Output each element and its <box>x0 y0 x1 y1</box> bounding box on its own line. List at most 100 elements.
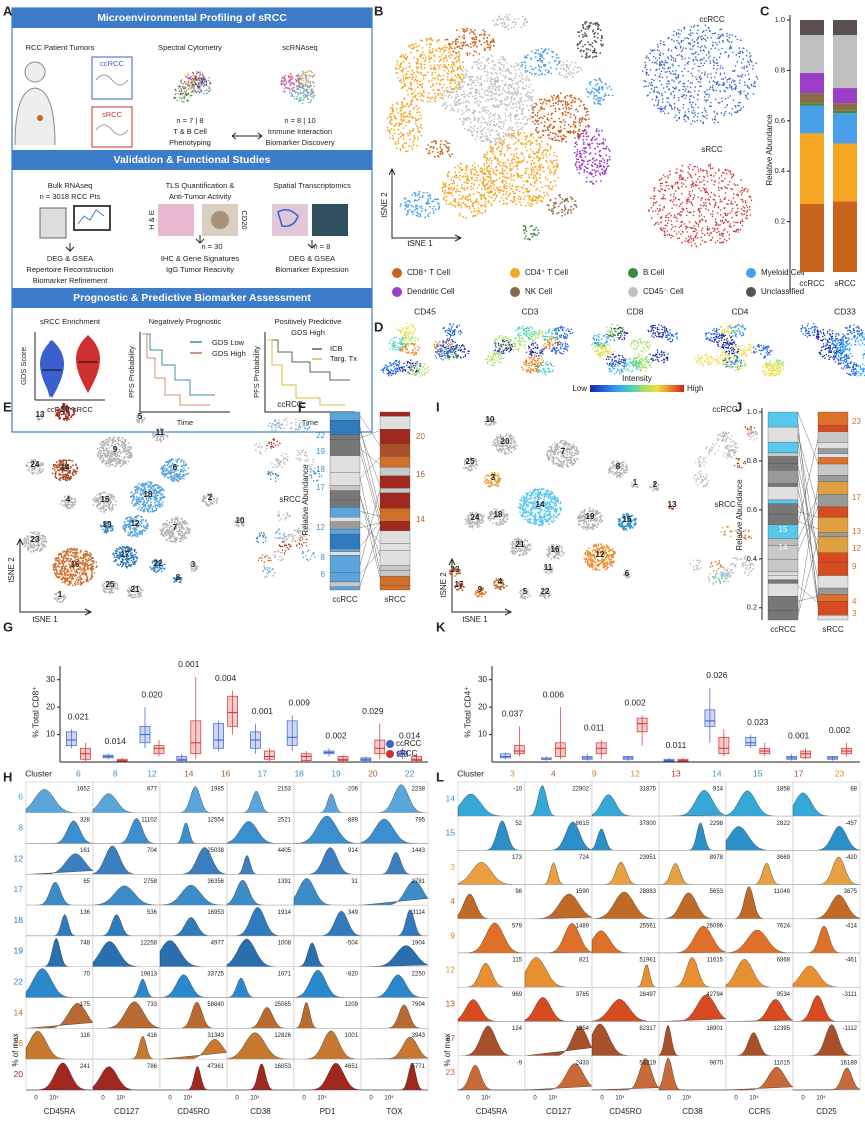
tsne-points <box>722 354 743 368</box>
cell <box>457 815 526 851</box>
connector <box>359 431 381 486</box>
mfi-value: 1001 <box>345 1033 359 1039</box>
x-tick-label: 8 <box>113 768 118 778</box>
panel-a-text: T & B Cell <box>173 127 207 136</box>
panel-letter: L <box>436 769 444 784</box>
abundance-segment <box>379 456 411 468</box>
cluster-label: 13 <box>668 500 677 509</box>
abundance-segment <box>329 490 361 501</box>
mfi-value: 536 <box>147 910 158 916</box>
panel-a-text: GDS High <box>212 349 246 358</box>
legend-dot <box>510 287 520 297</box>
mfi-value: 22802 <box>572 787 589 793</box>
abundance-segment <box>329 455 361 473</box>
mfi-value: 416 <box>147 1033 158 1039</box>
mfi-value: 4405 <box>278 848 292 854</box>
tsne-points <box>425 140 454 158</box>
abundance-segment <box>379 550 411 566</box>
abundance-segment <box>379 508 411 522</box>
panel-letter: K <box>436 619 446 634</box>
tsne-points <box>280 72 302 90</box>
legend-dot <box>628 287 638 297</box>
histogram <box>160 1066 227 1091</box>
abundance-segment <box>379 521 411 532</box>
tsne-points <box>649 481 660 492</box>
tsne-points <box>290 418 304 431</box>
mfi-value: 36356 <box>207 879 224 885</box>
legend-dot <box>746 268 756 278</box>
abundance-segment <box>329 534 361 549</box>
y-tick-label: 0.8 <box>747 456 757 465</box>
he-image <box>158 204 194 236</box>
column-label: CD38 <box>682 1107 703 1116</box>
tsne-points <box>394 37 465 103</box>
x-tick-label: 0 <box>801 1096 805 1102</box>
tsne-points <box>267 470 280 482</box>
panel-a-text: sRCC <box>102 110 123 119</box>
cluster-label: 18 <box>494 510 503 519</box>
tsne-points <box>733 457 747 469</box>
axis-label: % Total CD8⁺ <box>30 686 40 738</box>
box <box>190 720 202 755</box>
bar-segment <box>833 20 857 36</box>
bar-segment <box>800 105 824 134</box>
cluster-label: 23 <box>451 565 460 574</box>
connector <box>359 430 381 439</box>
mfi-value: 677 <box>147 787 158 793</box>
tsne-points <box>409 362 430 377</box>
panel-a-text: n = 8 | 10 <box>284 116 315 125</box>
y-tick-label: 0.2 <box>747 603 757 612</box>
mfi-value: 31875 <box>639 787 656 793</box>
x-tick-label: 16 <box>221 768 231 778</box>
mfi-value: 47361 <box>207 1064 224 1070</box>
cluster-label: 25 <box>466 457 475 466</box>
marker-title: CD33 <box>834 306 856 316</box>
tsne-points <box>52 547 98 587</box>
tsne-points <box>254 442 268 455</box>
x-tick-label: 14 <box>712 768 722 778</box>
tsne-points <box>713 351 735 366</box>
tsne-points <box>301 549 316 562</box>
abundance-segment <box>817 431 849 443</box>
x-tick-label: 14 <box>184 768 194 778</box>
tsne-points <box>380 362 402 377</box>
abundance-segment <box>767 441 799 454</box>
tsne-points <box>112 545 139 569</box>
cluster-label: 7 <box>561 447 566 456</box>
tsne-points <box>289 529 305 540</box>
row-label: 9 <box>450 930 455 940</box>
x-tick-label: 20 <box>368 768 378 778</box>
cluster-label: 14 <box>536 500 545 509</box>
abundance-segment <box>817 552 849 563</box>
mfi-value: 52 <box>515 821 522 827</box>
tsne-points <box>96 436 133 468</box>
bar-segment <box>800 203 824 272</box>
abundance-segment <box>379 585 411 591</box>
marker-title: CD8 <box>626 306 643 316</box>
abundance-segment <box>379 429 411 445</box>
tsne-points <box>234 518 245 528</box>
abundance-segment <box>379 488 411 494</box>
row-label: 14 <box>14 1007 24 1017</box>
connector <box>797 506 819 552</box>
cell <box>159 812 228 844</box>
tsne-points <box>746 428 758 441</box>
row-label: 4 <box>450 896 455 906</box>
panel-a-text: ccRCC <box>100 59 124 68</box>
abundance-segment <box>767 452 799 457</box>
x-tick-label: 0 <box>466 1096 470 1102</box>
abundance-segment <box>767 483 799 487</box>
mfi-value: 116 <box>80 1033 90 1039</box>
tsne-points <box>189 562 199 572</box>
sequencer-icon <box>39 207 67 239</box>
mfi-value: 58219 <box>639 1060 656 1066</box>
box <box>554 742 566 757</box>
abundance-segment <box>379 543 411 551</box>
tsne-points <box>442 322 463 338</box>
abundance-segment <box>817 536 849 553</box>
cluster-label: 6 <box>321 570 326 579</box>
mfi-value: 786 <box>147 1064 158 1070</box>
mfi-value: 124 <box>512 1026 523 1032</box>
tsne-points <box>642 24 759 125</box>
axis <box>139 332 230 413</box>
